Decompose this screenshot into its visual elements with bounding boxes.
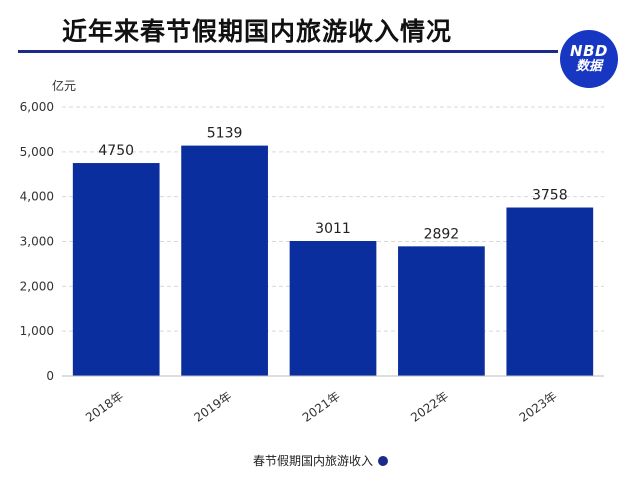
- y-tick-label: 6,000: [20, 100, 54, 114]
- y-axis-unit-label: 亿元: [52, 78, 76, 93]
- y-tick-label: 5,000: [20, 145, 54, 159]
- y-tick-label: 2,000: [20, 279, 54, 293]
- nbd-logo: NBD 数据: [560, 30, 618, 88]
- bar: [181, 145, 268, 376]
- title-underline: [18, 50, 558, 53]
- y-tick-label: 1,000: [20, 324, 54, 338]
- x-tick-label: 2023年: [517, 389, 560, 425]
- x-tick-label: 2021年: [300, 389, 343, 425]
- page-title: 近年来春节假期国内旅游收入情况: [62, 17, 453, 46]
- bar: [72, 163, 160, 376]
- y-axis-ticks: 0 1,000 2,000 3,000 4,000 5,000 6,000: [20, 100, 54, 383]
- bar-value-label: 2892: [424, 226, 460, 242]
- bar: [506, 207, 594, 376]
- bar-value-label: 3011: [315, 221, 351, 237]
- bar-value-label: 3758: [532, 188, 568, 204]
- y-tick-label: 0: [46, 369, 54, 383]
- y-tick-label: 3,000: [20, 235, 54, 249]
- x-axis-ticks: 2018年 2019年 2021年 2022年 2023年: [83, 389, 559, 425]
- bar: [289, 241, 377, 376]
- bar-value-label: 4750: [98, 143, 134, 159]
- y-tick-label: 4,000: [20, 190, 54, 204]
- bar: [398, 246, 485, 376]
- x-tick-label: 2018年: [83, 389, 126, 425]
- x-tick-label: 2022年: [408, 389, 451, 425]
- logo-text: NBD: [570, 42, 608, 61]
- legend: 春节假期国内旅游收入: [0, 452, 641, 469]
- bars: 4750 5139 3011 2892 3758: [72, 126, 594, 376]
- x-tick-label: 2019年: [191, 389, 234, 425]
- logo-subtext: 数据: [575, 59, 602, 75]
- bar-value-label: 5139: [207, 126, 243, 142]
- legend-swatch: [378, 456, 388, 466]
- legend-label: 春节假期国内旅游收入: [252, 454, 373, 468]
- title-bar: 近年来春节假期国内旅游收入情况: [18, 6, 630, 54]
